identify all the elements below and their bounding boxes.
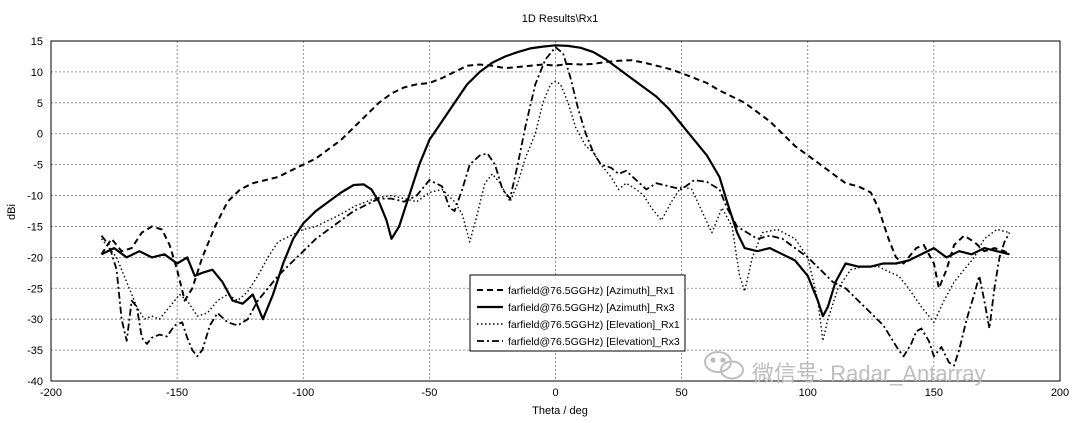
legend-box xyxy=(469,274,686,352)
x-tick-label: 50 xyxy=(676,387,688,399)
y-tick-label: -10 xyxy=(27,191,43,203)
series-line-3 xyxy=(100,80,1010,342)
chart-legend: farfield@76.5GGHz) [Azimuth]_Rx1 farfield… xyxy=(469,274,686,352)
y-tick-label: -25 xyxy=(27,283,43,295)
y-tick-label: 0 xyxy=(37,129,43,141)
plot-area-frame xyxy=(50,40,1061,382)
series-line-4 xyxy=(100,46,1011,367)
series-layer xyxy=(100,44,1011,367)
series-line-2 xyxy=(101,44,1010,321)
x-tick-label: 100 xyxy=(799,387,817,399)
x-tick-label: -50 xyxy=(421,387,437,399)
x-tick-label: 150 xyxy=(925,387,943,399)
y-tick-label: -40 xyxy=(27,376,43,388)
y-tick-label: -35 xyxy=(27,345,43,357)
x-axis-label: Theta / deg xyxy=(532,405,588,417)
y-tick-label: -5 xyxy=(33,160,43,172)
x-tick-label: -150 xyxy=(166,387,188,399)
y-tick-label: -15 xyxy=(27,221,43,233)
y-tick-label: -20 xyxy=(27,252,43,264)
watermark-text: 微信号: Radar_Antarray xyxy=(752,361,986,386)
y-tick-label: 15 xyxy=(31,36,43,48)
y-tick-label: 10 xyxy=(31,67,43,79)
y-axis-label: dBi xyxy=(6,204,18,220)
x-tick-label: -200 xyxy=(40,387,62,399)
chart-title: 1D Results\Rx1 xyxy=(522,13,598,25)
x-tick-label: -100 xyxy=(292,387,314,399)
x-axis-ticks: -200 -150 -100 -50 0 50 100 150 200 xyxy=(40,387,1069,399)
y-tick-label: 5 xyxy=(37,98,43,110)
legend-entry-3: farfield@76.5GGHz) [Elevation]_Rx1 xyxy=(508,319,680,331)
watermark: 微信号: Radar_Antarray xyxy=(704,351,986,386)
x-tick-label: 0 xyxy=(552,387,558,399)
legend-entry-2: farfield@76.5GGHz) [Azimuth]_Rx3 xyxy=(508,302,675,314)
y-tick-label: -30 xyxy=(27,314,43,326)
series-line-1 xyxy=(100,59,1011,302)
legend-entry-4: farfield@76.5GGHz) [Elevation]_Rx3 xyxy=(508,336,680,348)
wechat-logo-icon xyxy=(704,351,744,380)
legend-entry-1: farfield@76.5GGHz) [Azimuth]_Rx1 xyxy=(508,285,675,297)
y-axis-ticks: -40 -35 -30 -25 -20 -15 -10 -5 0 5 10 15 xyxy=(27,36,43,388)
x-tick-label: 200 xyxy=(1051,387,1069,399)
